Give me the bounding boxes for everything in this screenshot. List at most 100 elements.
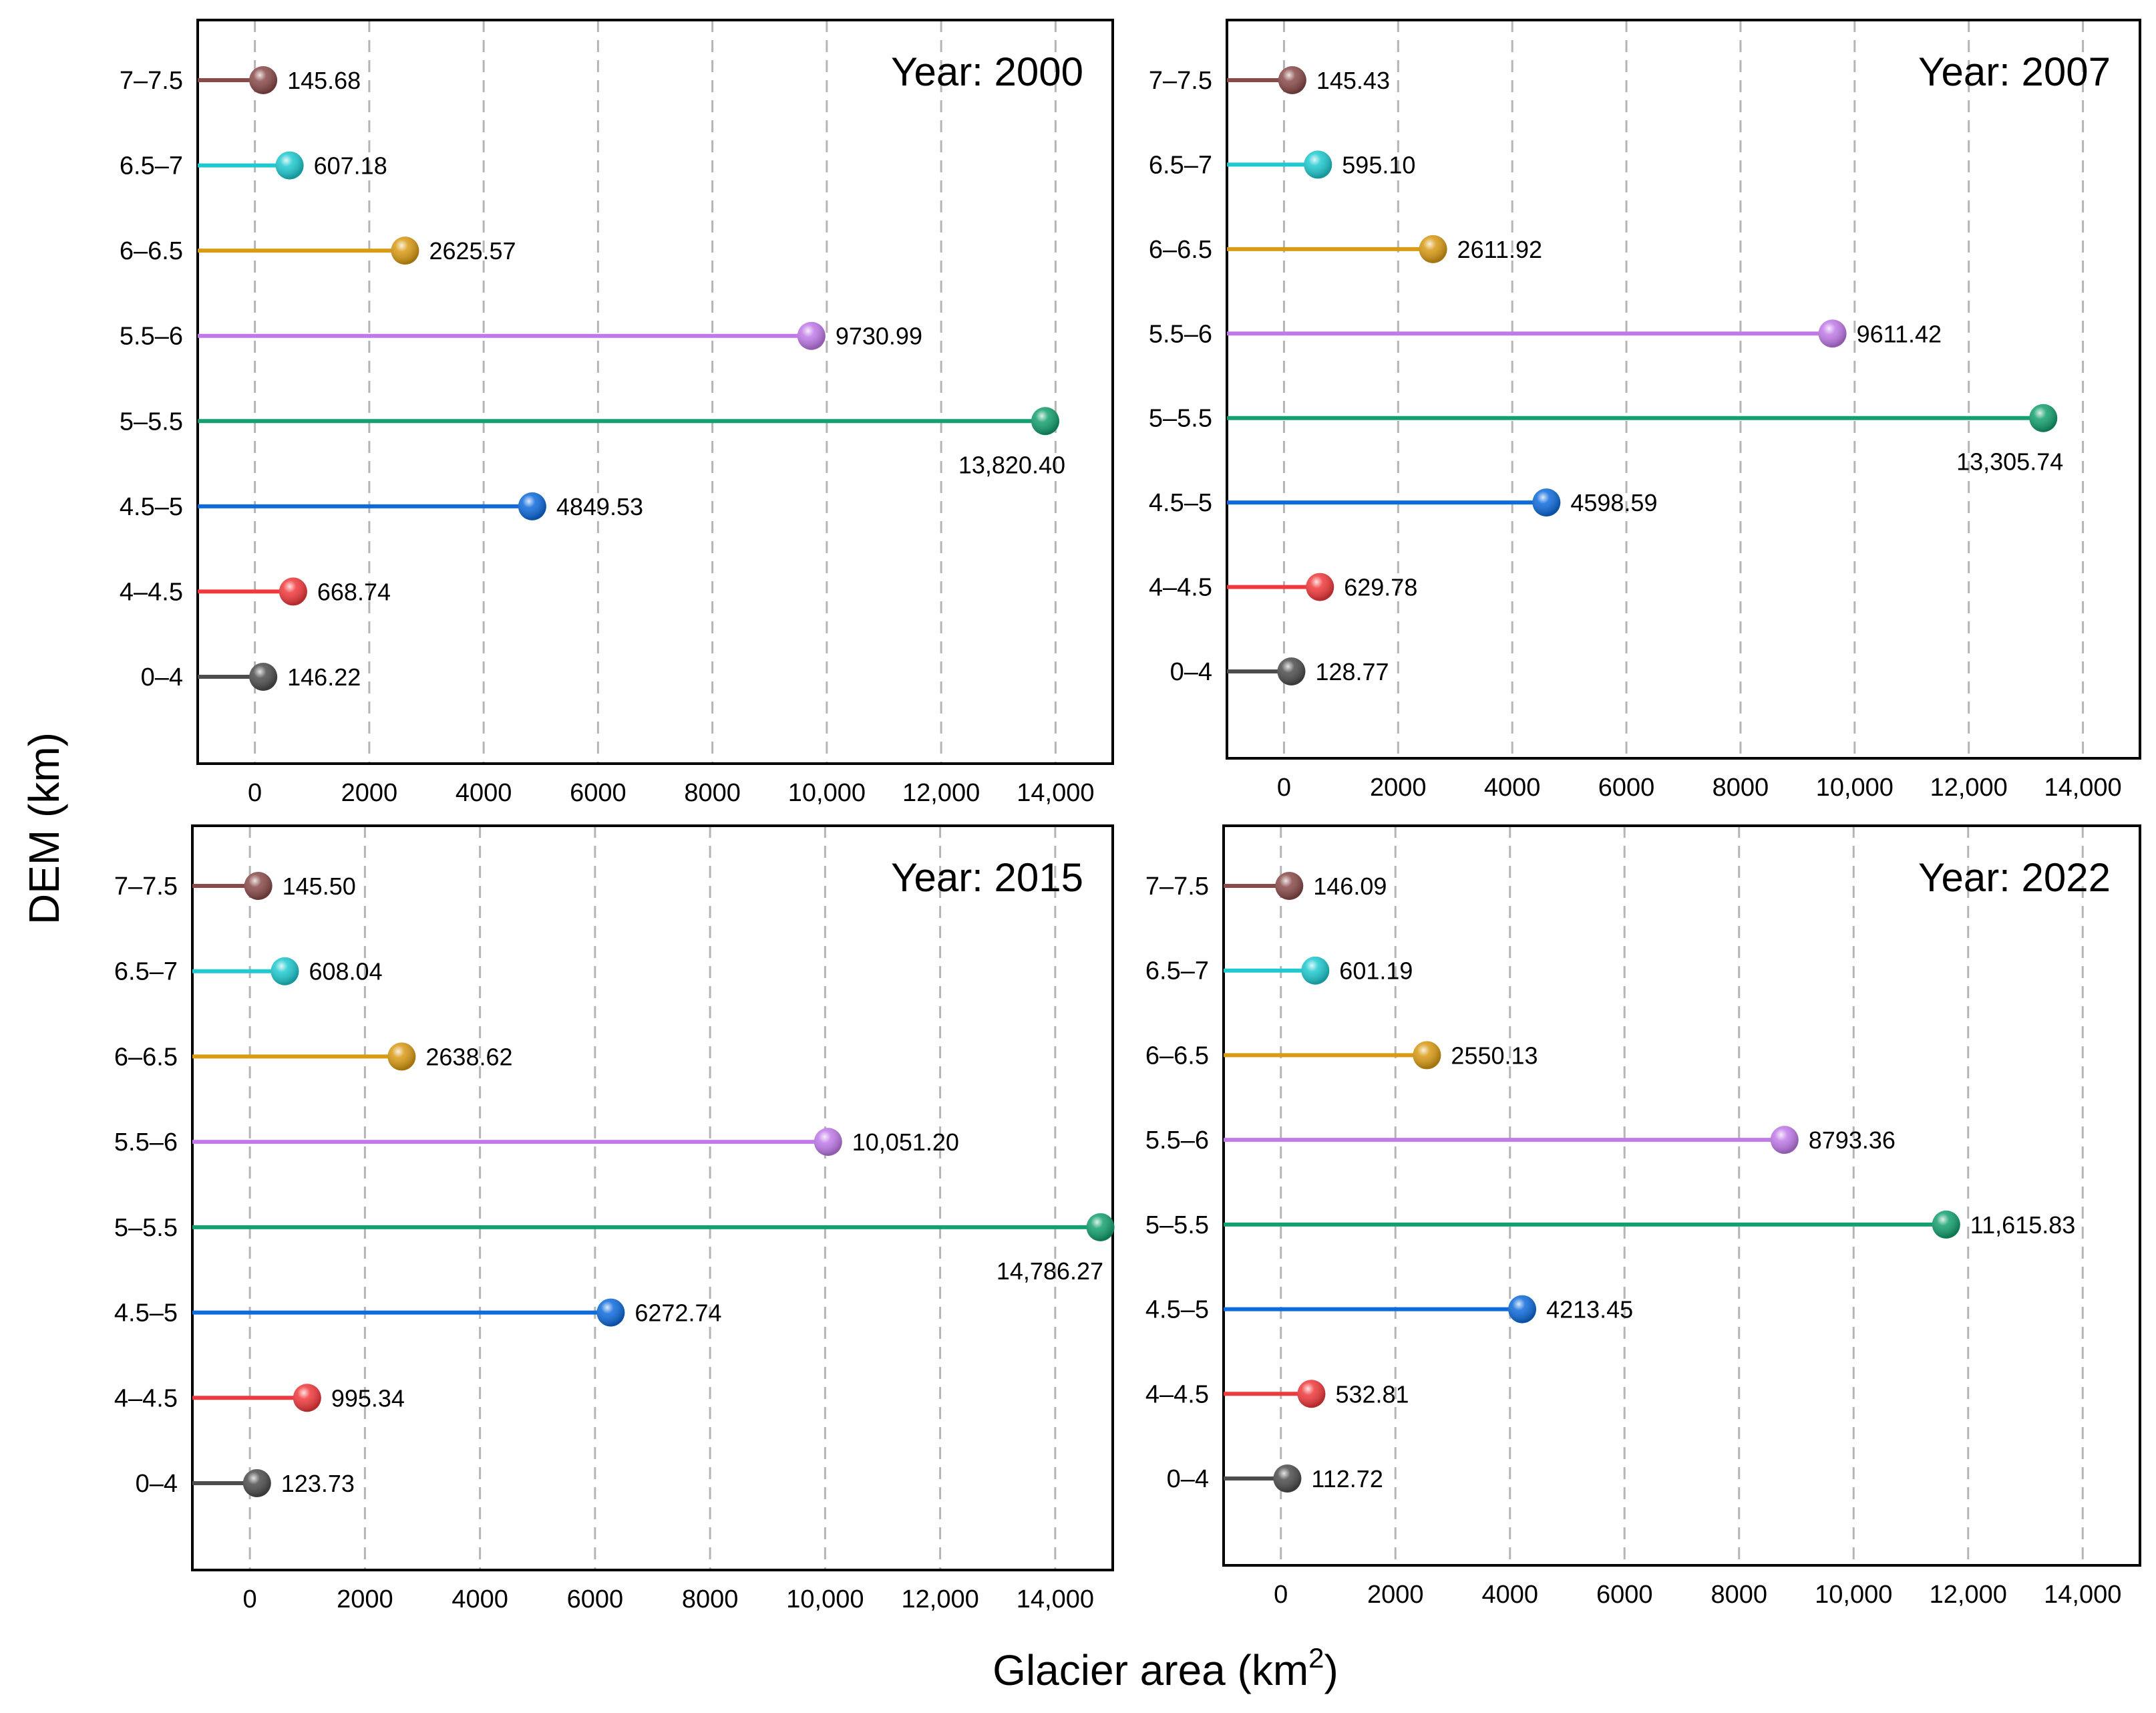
panel-frame — [1222, 824, 2141, 1567]
data-label: 2625.57 — [429, 237, 516, 265]
lollipop-dot-highlight — [518, 492, 546, 520]
panel-title: Year: 2022 — [1918, 855, 2111, 900]
lollipop-dot-highlight — [1301, 956, 1330, 985]
lollipop-dot-highlight — [797, 321, 826, 350]
lollipop-dot-highlight — [2029, 404, 2058, 432]
data-label: 608.04 — [309, 958, 382, 985]
panel-1: 0 2000 4000 6000 8000 10,000 12,000 14,000 Year:… — [120, 19, 1114, 807]
data-label: 607.18 — [314, 152, 387, 180]
lollipop-dot-highlight — [271, 957, 299, 985]
y-tick-label: 4–4.5 — [1145, 1380, 1209, 1408]
y-tick-label: 5–5.5 — [120, 408, 183, 436]
x-tick-label: 4000 — [456, 779, 512, 807]
panel-title: Year: 2000 — [891, 49, 1083, 94]
data-label: 4598.59 — [1570, 489, 1657, 516]
data-label: 145.43 — [1316, 67, 1390, 94]
x-axis-title-sup: 2 — [1308, 1642, 1324, 1674]
x-tick-label: 4000 — [1484, 774, 1541, 802]
data-label: 2638.62 — [425, 1043, 512, 1070]
data-label: 112.72 — [1311, 1465, 1383, 1493]
y-tick-label: 7–7.5 — [1149, 67, 1212, 95]
x-tick-label: 6000 — [1598, 774, 1655, 802]
lollipop-dot-highlight — [391, 237, 419, 265]
x-tick-label: 2000 — [337, 1585, 393, 1613]
y-tick-label: 6–6.5 — [1149, 236, 1212, 264]
y-tick-label: 6.5–7 — [1149, 151, 1212, 179]
lollipop-dot-highlight — [1413, 1041, 1441, 1070]
data-label: 532.81 — [1335, 1380, 1409, 1408]
x-tick-label: 2000 — [341, 779, 398, 807]
data-label: 145.50 — [283, 873, 356, 900]
lollipop-dot-highlight — [1306, 573, 1334, 601]
y-tick-label: 5.5–6 — [1145, 1126, 1209, 1154]
panel-frame — [196, 19, 1114, 765]
y-tick-label: 6–6.5 — [114, 1043, 178, 1071]
x-tick-label: 14,000 — [1017, 1585, 1094, 1613]
data-label: 10,051.20 — [852, 1128, 959, 1156]
data-label: 146.22 — [287, 663, 361, 691]
lollipop-dot-highlight — [1532, 488, 1561, 517]
lollipop-dot-highlight — [1419, 235, 1447, 263]
y-tick-label: 6–6.5 — [120, 237, 183, 265]
y-tick-label: 5.5–6 — [120, 323, 183, 351]
panel-4: 0 2000 4000 6000 8000 10,000 12,000 14,000 Year:… — [1145, 824, 2141, 1609]
x-tick-label: 8000 — [682, 1585, 739, 1613]
x-tick-label: 4000 — [1481, 1581, 1538, 1609]
lollipop-dot-highlight — [1770, 1126, 1799, 1154]
x-tick-label: 6000 — [570, 779, 626, 807]
data-label: 629.78 — [1344, 574, 1417, 601]
panel-frame — [1226, 19, 2141, 760]
data-label: 9730.99 — [836, 323, 922, 350]
panel-title: Year: 2007 — [1918, 49, 2111, 94]
x-tick-label: 10,000 — [1815, 1581, 1892, 1609]
data-label: 128.77 — [1315, 658, 1389, 685]
lollipop-dot-highlight — [1297, 1380, 1326, 1408]
lollipop-dot-highlight — [596, 1298, 625, 1327]
panel-frame — [191, 824, 1114, 1571]
lollipop-dot-highlight — [1818, 319, 1847, 348]
panel-title: Year: 2015 — [891, 855, 1083, 900]
lollipop-dot-highlight — [244, 872, 273, 900]
y-tick-label: 4.5–5 — [1149, 489, 1212, 517]
y-tick-label: 7–7.5 — [114, 873, 178, 901]
x-tick-label: 10,000 — [788, 779, 866, 807]
lollipop-dot-highlight — [1278, 66, 1306, 94]
lollipop-dot-highlight — [1508, 1295, 1537, 1323]
x-tick-label: 8000 — [1711, 1581, 1767, 1609]
y-tick-label: 6.5–7 — [114, 958, 178, 986]
lollipop-dot-highlight — [293, 1384, 321, 1412]
data-label: 2611.92 — [1457, 236, 1542, 263]
y-tick-label: 7–7.5 — [1145, 873, 1209, 901]
lollipop-dot-highlight — [275, 151, 304, 180]
x-tick-label: 0 — [248, 779, 262, 807]
lollipop-dot-highlight — [387, 1042, 416, 1071]
y-tick-label: 4.5–5 — [1145, 1296, 1209, 1324]
data-label: 995.34 — [331, 1384, 405, 1412]
x-tick-label: 2000 — [1370, 774, 1427, 802]
x-tick-label: 12,000 — [902, 1585, 979, 1613]
y-tick-label: 0–4 — [141, 663, 183, 691]
lollipop-dot-highlight — [1932, 1210, 1960, 1239]
lollipop-dot-highlight — [1031, 407, 1059, 436]
data-label: 145.68 — [287, 67, 361, 94]
y-tick-label: 7–7.5 — [120, 67, 183, 95]
data-label: 123.73 — [281, 1470, 355, 1497]
lollipop-dot-highlight — [249, 663, 278, 691]
lollipop-dot-highlight — [242, 1469, 271, 1497]
x-tick-label: 12,000 — [902, 779, 980, 807]
y-tick-label: 6–6.5 — [1145, 1042, 1209, 1070]
x-axis-title: Glacier area (km2) — [993, 1642, 1338, 1694]
data-label: 4213.45 — [1546, 1296, 1633, 1323]
x-tick-label: 8000 — [684, 779, 741, 807]
panel-3: 0 2000 4000 6000 8000 10,000 12,000 14,000 Year:… — [114, 824, 1115, 1613]
panels: 0 2000 4000 6000 8000 10,000 12,000 14,000 Year:… — [114, 19, 2141, 1613]
data-label: 11,615.83 — [1970, 1211, 2075, 1239]
x-tick-label: 0 — [243, 1585, 257, 1613]
lollipop-dot-highlight — [1273, 1464, 1302, 1493]
x-tick-label: 0 — [1277, 774, 1291, 802]
x-tick-label: 10,000 — [1816, 774, 1894, 802]
x-tick-label: 8000 — [1713, 774, 1769, 802]
y-tick-label: 5.5–6 — [114, 1128, 178, 1156]
data-label: 14,786.27 — [997, 1257, 1103, 1285]
y-tick-label: 0–4 — [1170, 658, 1212, 686]
